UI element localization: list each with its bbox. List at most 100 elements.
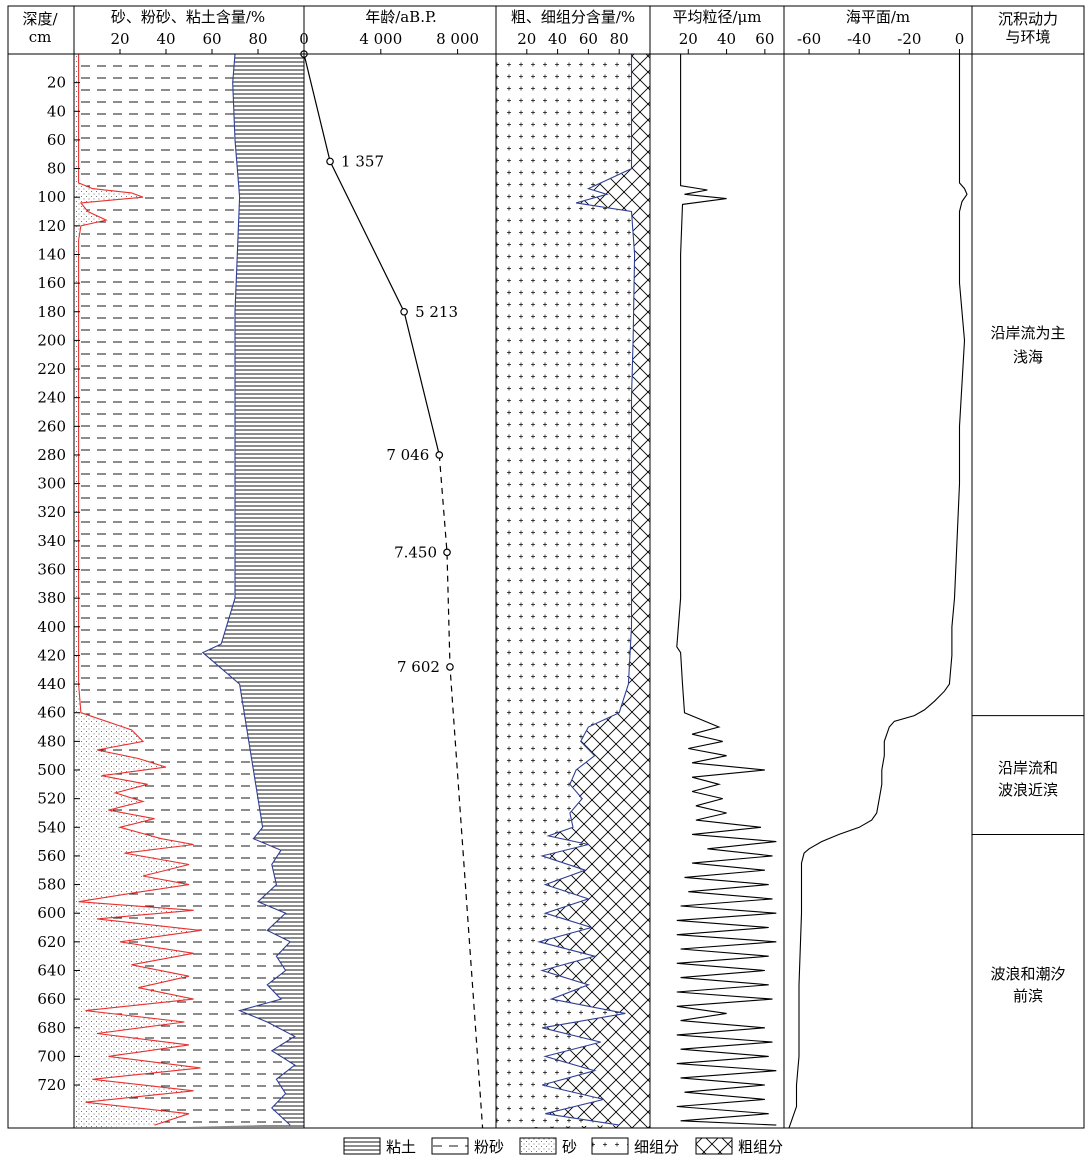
- legend-swatch: [695, 1137, 733, 1155]
- legend-swatch: [519, 1137, 557, 1155]
- age-depth-extrapolated-line: [438, 454, 484, 1129]
- depth-tick-label: 360: [37, 561, 66, 579]
- depth-tick-label: 700: [37, 1047, 66, 1065]
- depth-tick-label: 200: [37, 331, 66, 349]
- depth-tick-label: 40: [47, 102, 66, 120]
- fraction-axis-tick-label: 20: [517, 30, 536, 48]
- fine-fraction-area: [496, 54, 635, 1128]
- depth-tick-label: 600: [37, 904, 66, 922]
- age-label: 7 046: [386, 446, 429, 464]
- figure-frame: [7, 5, 1085, 1129]
- depth-tick-label: 20: [47, 74, 66, 92]
- depth-tick-label: 580: [37, 876, 66, 894]
- zone-label-line1: 沿岸流为主: [990, 324, 1065, 342]
- depth-tick-label: 620: [37, 933, 66, 951]
- depth-tick-label: 720: [37, 1076, 66, 1094]
- depth-tick-label: 120: [37, 217, 66, 235]
- depth-tick-label: 640: [37, 961, 66, 979]
- zone-label-line2: 浅海: [1013, 348, 1043, 366]
- fraction-axis-tick-label: 40: [548, 30, 567, 48]
- depth-tick-label: 560: [37, 847, 66, 865]
- age-point: [446, 663, 454, 671]
- legend-label: 砂: [562, 1138, 577, 1156]
- age-point: [435, 451, 444, 459]
- panel-title-grain: 砂、粉砂、粘土含量/%: [111, 8, 265, 26]
- mean-grain-size-line: [676, 54, 777, 1126]
- panel-title-mean-grain: 平均粒径/μm: [672, 8, 761, 26]
- age-axis-tick-label: 8 000: [436, 30, 479, 48]
- depth-tick-label: 540: [37, 818, 66, 836]
- depth-tick-label: 80: [47, 160, 66, 178]
- age-point: [326, 157, 334, 166]
- depth-tick-label: 100: [37, 188, 66, 206]
- age-label: 7 602: [397, 658, 440, 676]
- legend-label: 细组分: [634, 1138, 679, 1156]
- depth-tick-label: 140: [37, 245, 66, 263]
- fraction-axis-tick-label: 80: [610, 30, 629, 48]
- age-point: [400, 307, 408, 316]
- zone-label-line1: 波浪和潮汐: [990, 965, 1065, 983]
- depth-tick-label: 340: [37, 532, 66, 550]
- age-label: 7.450: [394, 543, 437, 561]
- zone-label-line2: 波浪近滨: [998, 781, 1058, 799]
- zone-label-line1: 沿岸流和: [998, 759, 1058, 777]
- sand-silt-boundary-line: [78, 54, 201, 1126]
- legend-label: 粉砂: [474, 1138, 504, 1156]
- grain-axis-tick-label: 80: [248, 30, 267, 48]
- grain-size-axis-tick-label: 60: [755, 30, 774, 48]
- grain-axis-tick-label: 20: [110, 30, 129, 48]
- depth-tick-label: 480: [37, 732, 66, 750]
- depth-tick-label: 160: [37, 274, 66, 292]
- legend-swatch: [591, 1137, 629, 1155]
- sea-level-axis-tick-label: -40: [847, 30, 871, 48]
- fraction-boundary-line: [536, 54, 636, 1126]
- depth-tick-label: 460: [37, 704, 66, 722]
- panel-title-sea-level: 海平面/m: [846, 8, 910, 26]
- fraction-content-plot: [496, 54, 650, 1128]
- depth-tick-label: 380: [37, 589, 66, 607]
- depth-tick-label: 280: [37, 446, 66, 464]
- depth-tick-label: 180: [37, 303, 66, 321]
- age-label: 1 357: [341, 152, 384, 170]
- depth-tick-label: 420: [37, 646, 66, 664]
- grain-axis-tick-label: 60: [202, 30, 221, 48]
- depth-tick-label: 240: [37, 389, 66, 407]
- grain-size-axis-tick-label: 20: [679, 30, 698, 48]
- depth-tick-label: 680: [37, 1019, 66, 1037]
- panel-title-env-2: 与环境: [1005, 28, 1050, 46]
- mean-grain-size-plot: [676, 54, 777, 1126]
- age-label: 5 213: [415, 303, 458, 321]
- grain-size-axis-tick-label: 40: [717, 30, 736, 48]
- panel-title-env-1: 沉积动力: [998, 10, 1058, 28]
- age-axis-tick-label: 4 000: [359, 30, 402, 48]
- depth-tick-label: 520: [37, 790, 66, 808]
- depth-tick-label: 300: [37, 475, 66, 493]
- silt-clay-boundary-line: [201, 54, 296, 1126]
- panel-title-age: 年龄/aB.P.: [365, 8, 437, 26]
- legend-label: 粘土: [386, 1138, 416, 1156]
- panel-title-fraction: 粗、细组分含量/%: [511, 8, 635, 26]
- depth-tick-label: 660: [37, 990, 66, 1008]
- depth-tick-label: 60: [47, 131, 66, 149]
- grain-axis-tick-label: 40: [156, 30, 175, 48]
- depth-tick-label: 440: [37, 675, 66, 693]
- sand-area: [74, 54, 201, 1128]
- legend-label: 粗组分: [738, 1138, 783, 1156]
- sea-level-axis-tick-label: -20: [897, 30, 921, 48]
- grain-composition-plot: [74, 54, 304, 1128]
- depth-tick-label: 320: [37, 503, 66, 521]
- zone-label-line2: 前滨: [1013, 987, 1043, 1005]
- depth-tick-label: 500: [37, 761, 66, 779]
- depth-axis-label-2: cm: [29, 28, 52, 46]
- sea-level-axis-tick-label: 0: [955, 30, 965, 48]
- age-point: [443, 548, 451, 557]
- legend-swatch: [431, 1137, 469, 1155]
- fraction-axis-tick-label: 60: [579, 30, 598, 48]
- depth-tick-label: 400: [37, 618, 66, 636]
- age-depth-line: [303, 53, 440, 456]
- sea-level-axis-tick-label: -60: [797, 30, 821, 48]
- depth-tick-label: 260: [37, 417, 66, 435]
- age-axis-tick-label: 0: [299, 30, 309, 48]
- depth-axis-label-1: 深度/: [22, 10, 58, 28]
